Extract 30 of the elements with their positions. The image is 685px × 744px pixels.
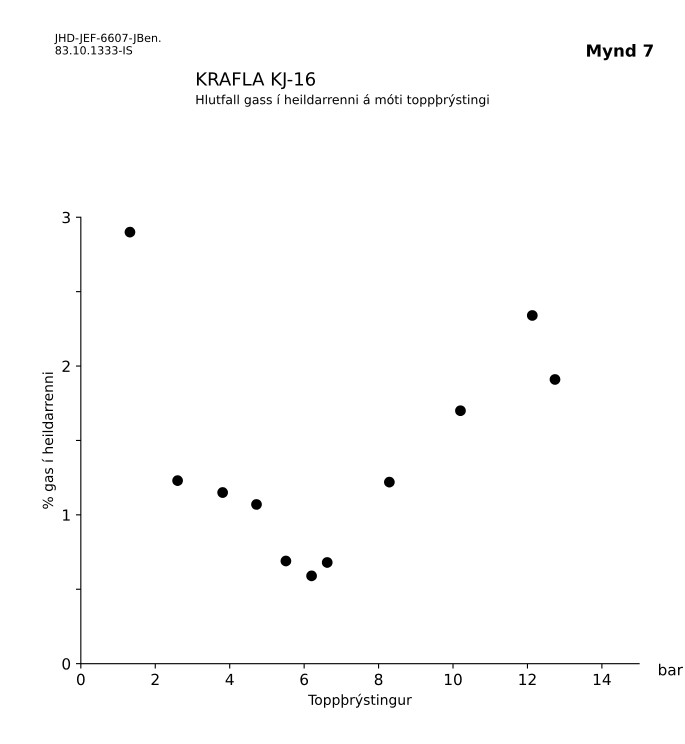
chart-title: KRAFLA KJ-16 xyxy=(196,72,316,90)
point xyxy=(217,487,228,498)
point xyxy=(280,556,292,566)
x-tick-label: 14 xyxy=(594,674,611,685)
point xyxy=(526,310,538,321)
point xyxy=(455,405,466,416)
point xyxy=(550,374,560,385)
y-tick-label: 2 xyxy=(62,360,70,372)
x-tick-label: 10 xyxy=(444,674,462,686)
y-tick-label: 1 xyxy=(63,510,70,521)
x-tick-label: 8 xyxy=(374,674,382,686)
point xyxy=(172,475,183,486)
x-tick-label: 2 xyxy=(152,674,159,685)
point xyxy=(251,499,262,510)
y-tick-label: 0 xyxy=(62,658,70,670)
x-tick-label: 4 xyxy=(226,674,234,685)
y-axis-title: % gas í heildarrenni xyxy=(42,372,56,509)
point xyxy=(306,570,317,582)
x-axis-title: Toppþrýstingur xyxy=(308,694,412,708)
text: Mynd 7 xyxy=(587,44,653,60)
point xyxy=(322,557,333,568)
x-tick-label: 6 xyxy=(300,674,308,686)
x-tick-label: 12 xyxy=(519,674,536,685)
point xyxy=(124,226,136,238)
x-tick-label: 0 xyxy=(76,674,85,686)
y-tick-label: 3 xyxy=(62,212,70,224)
text: JHD-JEF-6607-JBen. 83.10.1333-IS xyxy=(54,34,160,55)
text: bar xyxy=(658,664,683,676)
point xyxy=(384,476,395,488)
chart-subtitle: Hlutfall gass í heildarrenni á móti toppþrýstingi xyxy=(196,94,489,107)
